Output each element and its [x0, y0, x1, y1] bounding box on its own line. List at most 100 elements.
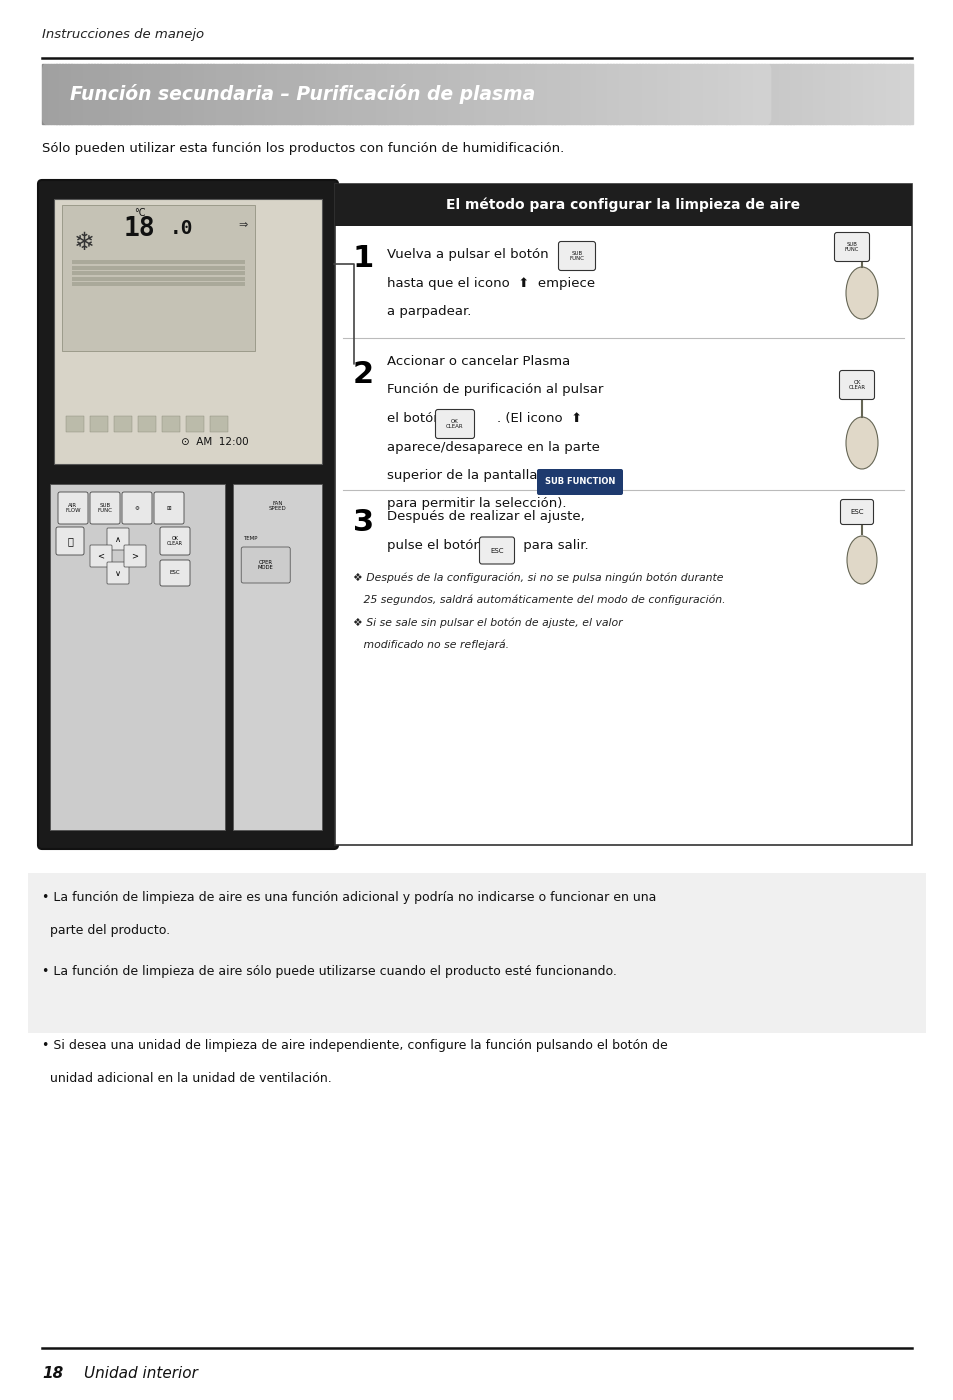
- Bar: [596, 64, 598, 125]
- Bar: [320, 64, 323, 125]
- Bar: [436, 64, 439, 125]
- Bar: [140, 64, 144, 125]
- Bar: [468, 64, 471, 125]
- Bar: [233, 64, 236, 125]
- Bar: [749, 64, 752, 125]
- Bar: [607, 64, 610, 125]
- Text: Unidad interior: Unidad interior: [84, 1366, 197, 1380]
- Bar: [752, 64, 755, 125]
- FancyBboxPatch shape: [834, 232, 868, 262]
- Bar: [714, 64, 718, 125]
- Bar: [824, 64, 827, 125]
- FancyBboxPatch shape: [153, 491, 184, 524]
- Bar: [876, 64, 880, 125]
- Bar: [393, 64, 395, 125]
- Text: .0: .0: [170, 220, 193, 238]
- Bar: [413, 64, 416, 125]
- Bar: [242, 64, 245, 125]
- Bar: [274, 64, 277, 125]
- Bar: [781, 64, 784, 125]
- Bar: [213, 64, 216, 125]
- Bar: [268, 64, 272, 125]
- Bar: [885, 64, 888, 125]
- Text: 25 segundos, saldrá automáticamente del modo de configuración.: 25 segundos, saldrá automáticamente del …: [353, 595, 725, 605]
- Bar: [882, 64, 885, 125]
- Bar: [357, 64, 361, 125]
- Bar: [137, 64, 141, 125]
- Bar: [555, 64, 558, 125]
- Bar: [810, 64, 813, 125]
- Ellipse shape: [845, 267, 877, 319]
- Text: 2: 2: [353, 360, 374, 389]
- Text: 3: 3: [353, 508, 374, 538]
- Bar: [71, 64, 74, 125]
- Bar: [155, 64, 158, 125]
- Bar: [251, 64, 253, 125]
- Bar: [90, 416, 108, 433]
- Bar: [827, 64, 830, 125]
- Bar: [442, 64, 445, 125]
- Text: SUB
FUNC: SUB FUNC: [844, 242, 859, 252]
- Bar: [100, 64, 103, 125]
- Text: pulse el botón: pulse el botón: [387, 539, 481, 552]
- Text: unidad adicional en la unidad de ventilación.: unidad adicional en la unidad de ventila…: [42, 1072, 332, 1085]
- Bar: [416, 64, 419, 125]
- Bar: [210, 64, 213, 125]
- Bar: [722, 64, 726, 125]
- Bar: [575, 64, 578, 125]
- FancyBboxPatch shape: [58, 491, 88, 524]
- Text: SUB FUNCTION: SUB FUNCTION: [544, 477, 615, 487]
- Bar: [717, 64, 720, 125]
- Bar: [97, 64, 100, 125]
- FancyBboxPatch shape: [435, 409, 474, 438]
- Bar: [665, 64, 668, 125]
- Bar: [129, 64, 132, 125]
- Bar: [479, 64, 483, 125]
- Bar: [491, 64, 495, 125]
- Bar: [566, 64, 570, 125]
- Bar: [836, 64, 840, 125]
- Text: 18: 18: [42, 1366, 63, 1380]
- Bar: [671, 64, 674, 125]
- Bar: [908, 64, 911, 125]
- Bar: [45, 64, 49, 125]
- Bar: [465, 64, 468, 125]
- Text: Accionar o cancelar Plasma: Accionar o cancelar Plasma: [387, 356, 570, 368]
- Bar: [418, 64, 422, 125]
- Text: Función secundaria – Purificación de plasma: Función secundaria – Purificación de pla…: [70, 84, 535, 104]
- Bar: [700, 64, 703, 125]
- Bar: [114, 64, 118, 125]
- Bar: [641, 64, 645, 125]
- Text: ❖ Después de la configuración, si no se pulsa ningún botón durante: ❖ Después de la configuración, si no se …: [353, 573, 722, 582]
- Bar: [798, 64, 801, 125]
- Bar: [288, 64, 292, 125]
- Text: OPER
MODE: OPER MODE: [257, 560, 274, 570]
- Bar: [601, 64, 604, 125]
- Text: ❖ Si se sale sin pulsar el botón de ajuste, el valor: ❖ Si se sale sin pulsar el botón de ajus…: [353, 617, 622, 627]
- Bar: [677, 64, 679, 125]
- Bar: [630, 64, 634, 125]
- Bar: [769, 64, 773, 125]
- Bar: [162, 416, 180, 433]
- Bar: [248, 64, 251, 125]
- FancyBboxPatch shape: [38, 181, 337, 848]
- Bar: [543, 64, 546, 125]
- Text: para salir.: para salir.: [518, 539, 588, 552]
- Bar: [54, 199, 322, 463]
- Bar: [62, 204, 254, 351]
- Text: AIR
FLOW: AIR FLOW: [65, 503, 81, 514]
- Bar: [740, 64, 743, 125]
- Bar: [459, 64, 462, 125]
- Bar: [755, 64, 758, 125]
- Bar: [650, 64, 654, 125]
- Bar: [65, 64, 69, 125]
- FancyBboxPatch shape: [107, 561, 129, 584]
- Bar: [711, 64, 715, 125]
- Bar: [587, 64, 590, 125]
- Bar: [195, 64, 199, 125]
- FancyBboxPatch shape: [42, 62, 771, 126]
- FancyBboxPatch shape: [90, 545, 112, 567]
- Bar: [317, 64, 320, 125]
- Bar: [821, 64, 824, 125]
- Bar: [326, 64, 329, 125]
